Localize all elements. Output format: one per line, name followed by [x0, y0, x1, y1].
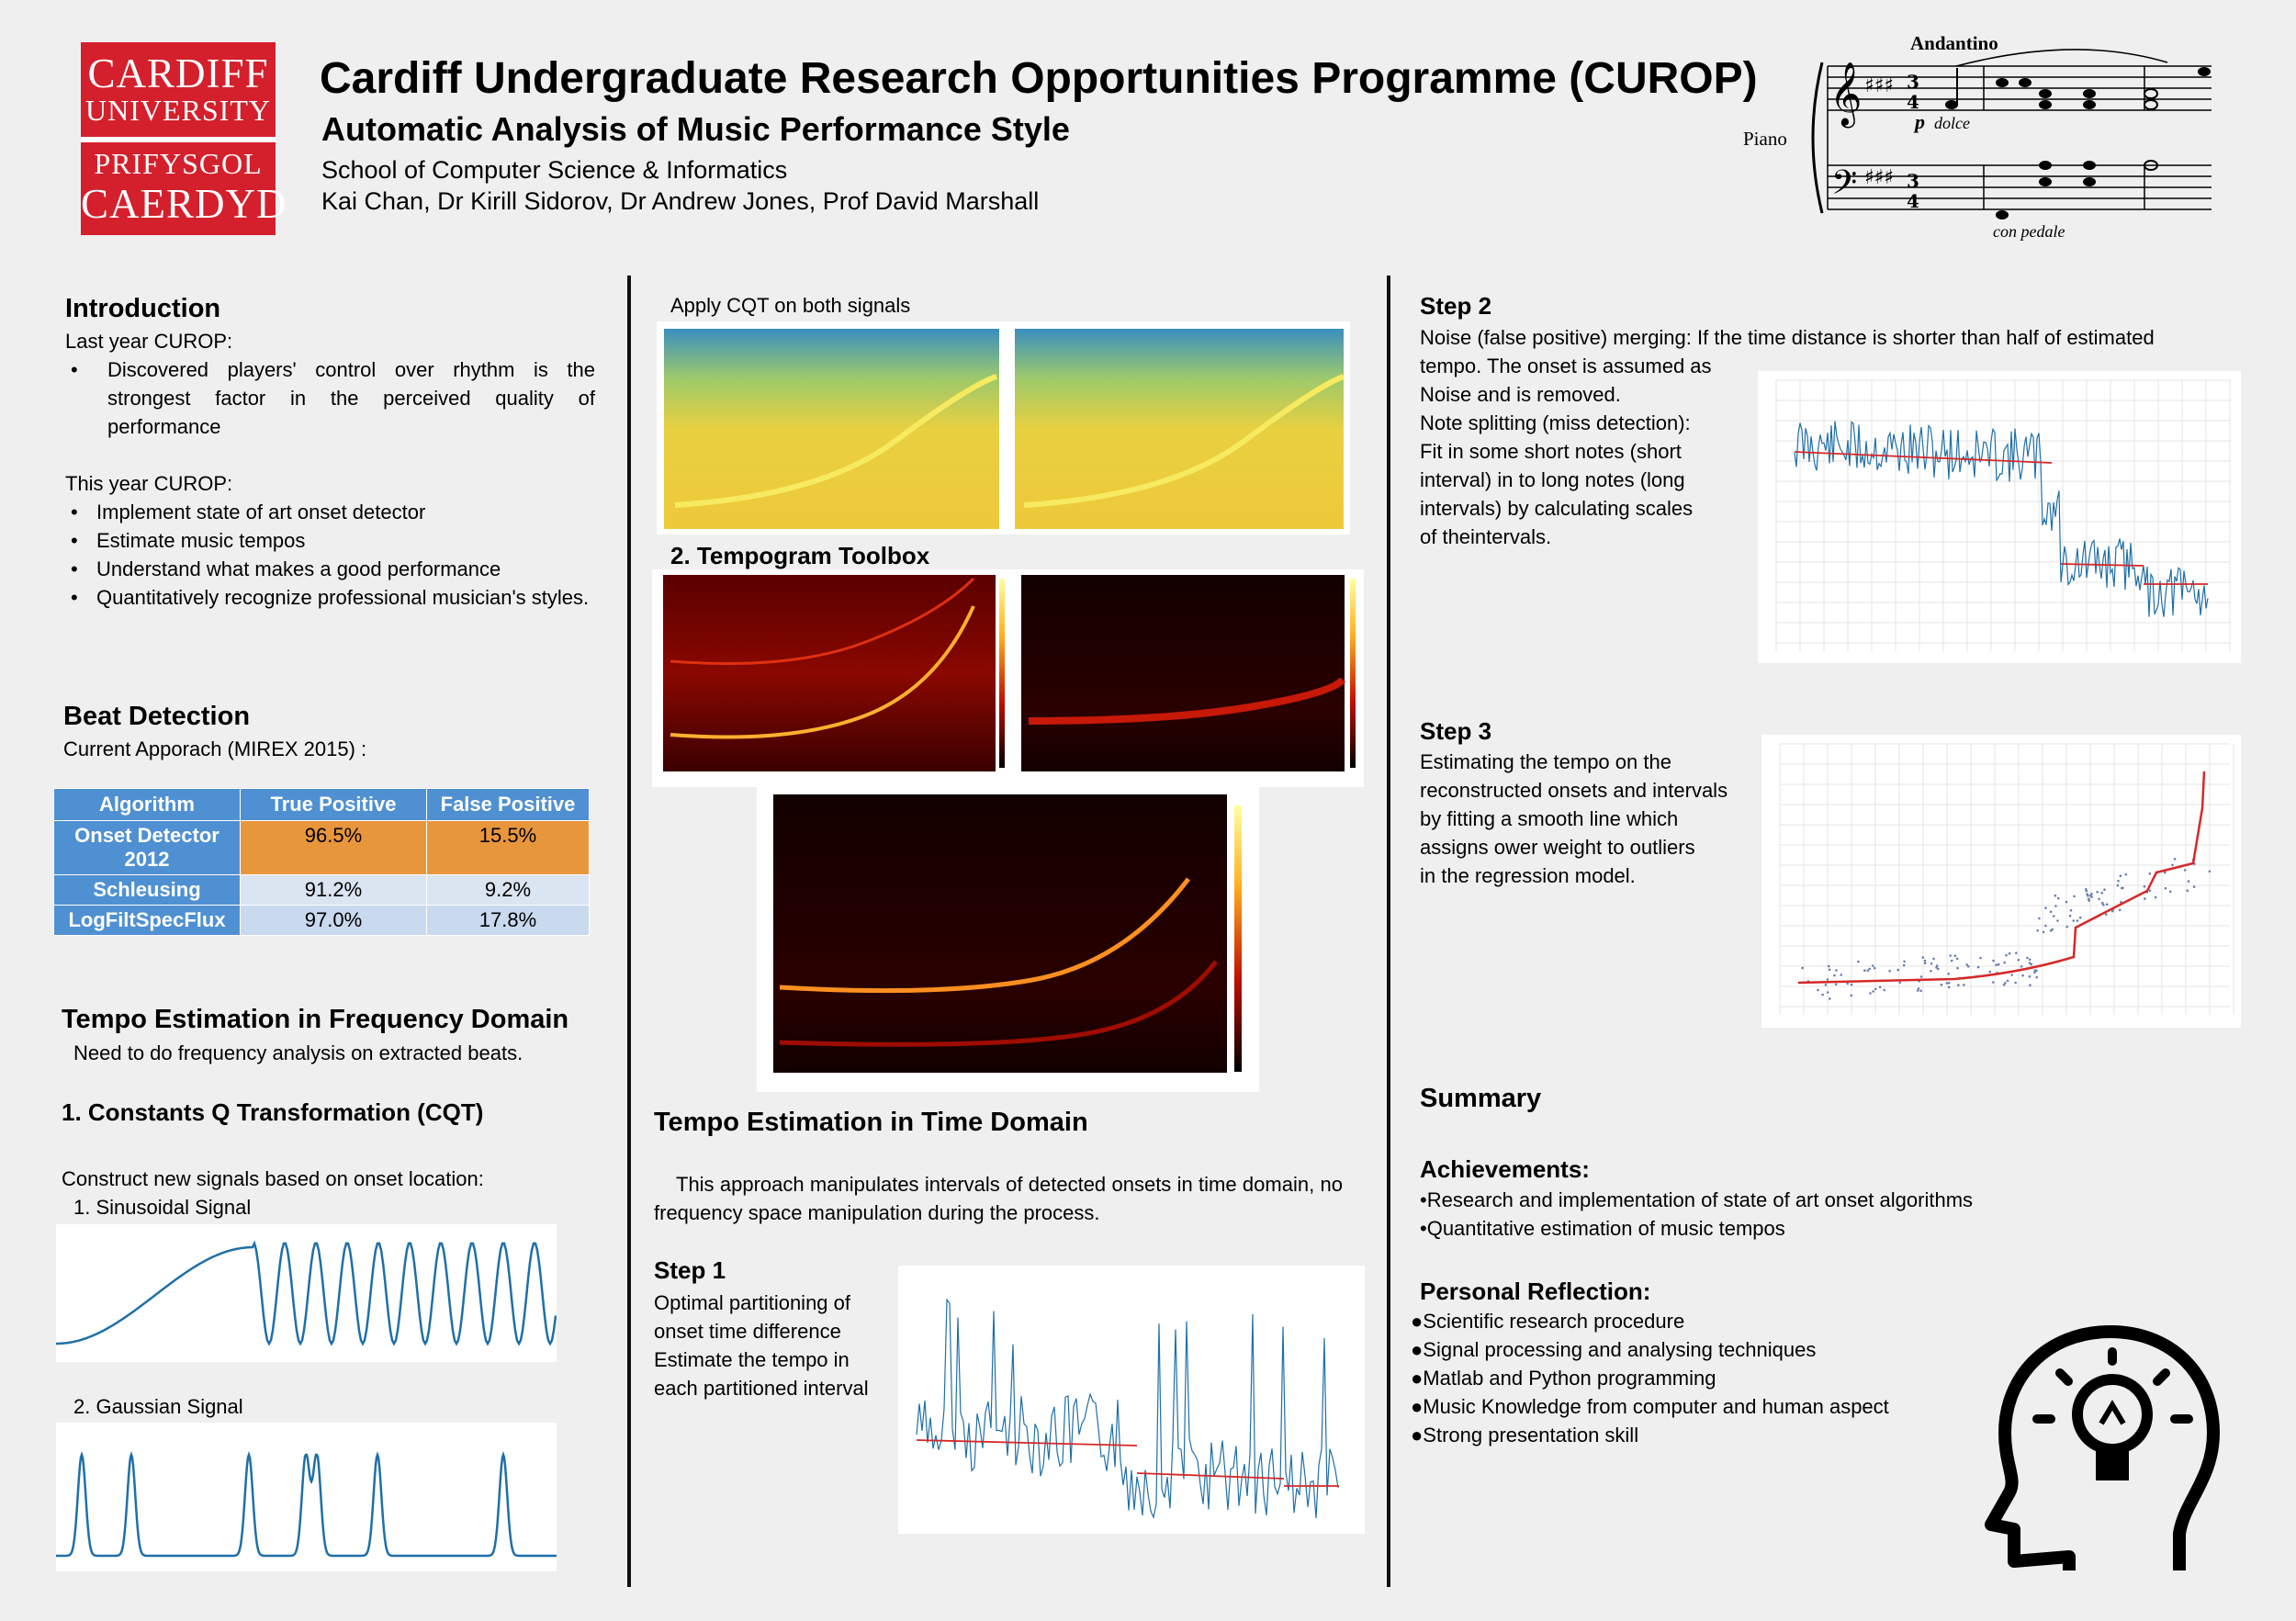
head-lightbulb-icon [1985, 1325, 2221, 1570]
cqt-spectrogram-figures [657, 321, 1350, 535]
svg-text:♯♯♯: ♯♯♯ [1864, 74, 1894, 97]
svg-text:4: 4 [1907, 190, 1919, 212]
cardiff-university-logo: CARDIFF UNIVERSITY PRIFYSGOL CAERDYD [81, 42, 287, 235]
poster-subtitle: Automatic Analysis of Music Performance … [321, 110, 1070, 148]
svg-text:4: 4 [1907, 91, 1919, 113]
svg-text:𝄢: 𝄢 [1831, 163, 1857, 210]
reflection-list: ●Scientific research procedure ●Signal p… [1411, 1307, 1889, 1449]
table-row: LogFiltSpecFlux 97.0% 17.8% [53, 905, 590, 936]
step2-merged-interval-plot [1758, 371, 2241, 663]
gaussian-signal-plot [56, 1423, 557, 1571]
svg-text:♯♯♯: ♯♯♯ [1864, 166, 1894, 189]
list-item: ●Strong presentation skill [1411, 1424, 1639, 1447]
step2-heading: Step 2 [1420, 292, 1492, 320]
svg-text:Piano: Piano [1743, 128, 1787, 150]
tempogram-figure-large [757, 787, 1259, 1092]
cqt-heading: 1. Constants Q Transformation (CQT) [62, 1098, 484, 1126]
freq-domain-intro: Need to do frequency analysis on extract… [73, 1041, 523, 1064]
gaussian-label: 2. Gaussian Signal [73, 1395, 243, 1418]
list-item: Discovered players' control over rhythm … [65, 355, 595, 441]
column-divider-2 [1387, 276, 1390, 1587]
step1-interval-plot [898, 1266, 1365, 1534]
list-item: Implement state of art onset detector [65, 498, 595, 526]
list-item: ●Signal processing and analysing techniq… [1411, 1338, 1817, 1361]
this-year-list: Implement state of art onset detector Es… [65, 498, 595, 612]
svg-text:dolce: dolce [1934, 114, 1970, 132]
construct-text: Construct new signals based on onset loc… [62, 1167, 484, 1190]
svg-text:3: 3 [1907, 71, 1919, 93]
apply-cqt-label: Apply CQT on both signals [670, 294, 911, 317]
step1-heading: Step 1 [654, 1256, 726, 1284]
list-item: Understand what makes a good performance [65, 555, 595, 583]
svg-text:𝄞: 𝄞 [1829, 62, 1862, 128]
summary-heading: Summary [1420, 1084, 1542, 1113]
sinusoidal-signal-plot [56, 1224, 557, 1362]
svg-text:3: 3 [1907, 170, 1919, 192]
freq-domain-heading: Tempo Estimation in Frequency Domain [62, 1005, 569, 1034]
step2-text: tempo. The onset is assumed as Noise and… [1420, 355, 1712, 548]
svg-text:p: p [1913, 110, 1925, 133]
tempogram-heading: 2. Tempogram Toolbox [670, 542, 930, 569]
step3-smoothed-tempo-plot [1761, 735, 2241, 1028]
list-item: •Research and implementation of state of… [1420, 1188, 1974, 1211]
list-item: Estimate music tempos [65, 526, 595, 555]
poster-title: Cardiff Undergraduate Research Opportuni… [320, 54, 1758, 103]
achievements-heading: Achievements: [1420, 1155, 1590, 1183]
school-name: School of Computer Science & Informatics [321, 156, 788, 184]
time-domain-intro: This approach manipulates intervals of d… [654, 1173, 1343, 1224]
svg-text:Andantino: Andantino [1910, 32, 1998, 54]
list-item: •Quantitative estimation of music tempos [1420, 1217, 1785, 1240]
column-divider-1 [627, 276, 631, 1587]
author-list: Kai Chan, Dr Kirill Sidorov, Dr Andrew J… [321, 187, 1040, 215]
beat-detection-heading: Beat Detection [63, 702, 251, 731]
table-row: Schleusing 91.2% 9.2% [53, 874, 590, 906]
last-year-list: Discovered players' control over rhythm … [65, 355, 595, 441]
svg-text:con pedale: con pedale [1993, 222, 2065, 241]
step3-text: Estimating the tempo on the reconstructe… [1420, 750, 1728, 887]
introduction-body: Last year CUROP: Discovered players' con… [65, 327, 595, 612]
reflection-heading: Personal Reflection: [1420, 1278, 1651, 1305]
list-item: ●Matlab and Python programming [1411, 1367, 1716, 1390]
beat-detection-intro: Current Apporach (MIREX 2015) : [63, 737, 367, 760]
time-domain-heading: Tempo Estimation in Time Domain [654, 1108, 1088, 1137]
achievements-list: •Research and implementation of state of… [1420, 1186, 1973, 1243]
table-row: Onset Detector 2012 96.5% 15.5% [53, 820, 590, 875]
step3-heading: Step 3 [1420, 717, 1492, 745]
list-item: Quantitatively recognize professional mu… [65, 583, 595, 612]
list-item: ●Scientific research procedure [1411, 1310, 1685, 1333]
sinusoidal-label: 1. Sinusoidal Signal [73, 1196, 252, 1219]
step1-text: Optimal partitioning of onset time diffe… [654, 1291, 869, 1400]
step2-line1: Noise (false positive) merging: If the t… [1420, 326, 2155, 349]
list-item: ●Music Knowledge from computer and human… [1411, 1395, 1889, 1418]
introduction-heading: Introduction [65, 294, 221, 323]
tempogram-figures-top [652, 569, 1364, 787]
music-score-illustration: Andantino Piano 𝄞 𝄢 ♯♯♯ ♯♯♯ 3 4 3 4 p do… [1743, 32, 2212, 241]
onset-detector-table: Algorithm True Positive False Positive O… [53, 788, 590, 936]
